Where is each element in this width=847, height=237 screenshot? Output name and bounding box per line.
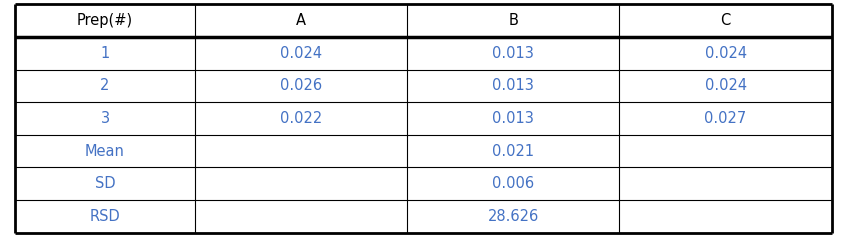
Text: B: B bbox=[508, 13, 518, 28]
Text: 1: 1 bbox=[101, 46, 110, 61]
Text: 0.027: 0.027 bbox=[705, 111, 747, 126]
Text: 0.006: 0.006 bbox=[492, 176, 534, 191]
Text: C: C bbox=[721, 13, 731, 28]
Text: 0.021: 0.021 bbox=[492, 144, 534, 159]
Text: Prep(#): Prep(#) bbox=[77, 13, 133, 28]
Text: 0.024: 0.024 bbox=[705, 78, 747, 93]
Text: 0.024: 0.024 bbox=[705, 46, 747, 61]
Text: RSD: RSD bbox=[90, 209, 120, 224]
Text: 3: 3 bbox=[101, 111, 109, 126]
Text: Mean: Mean bbox=[86, 144, 125, 159]
Text: 0.013: 0.013 bbox=[492, 111, 534, 126]
Text: 0.013: 0.013 bbox=[492, 46, 534, 61]
Text: 0.022: 0.022 bbox=[280, 111, 322, 126]
Text: 0.026: 0.026 bbox=[280, 78, 322, 93]
Text: 28.626: 28.626 bbox=[488, 209, 539, 224]
Text: SD: SD bbox=[95, 176, 115, 191]
Text: 0.024: 0.024 bbox=[280, 46, 322, 61]
Text: 2: 2 bbox=[101, 78, 110, 93]
Text: 0.013: 0.013 bbox=[492, 78, 534, 93]
Text: A: A bbox=[296, 13, 306, 28]
